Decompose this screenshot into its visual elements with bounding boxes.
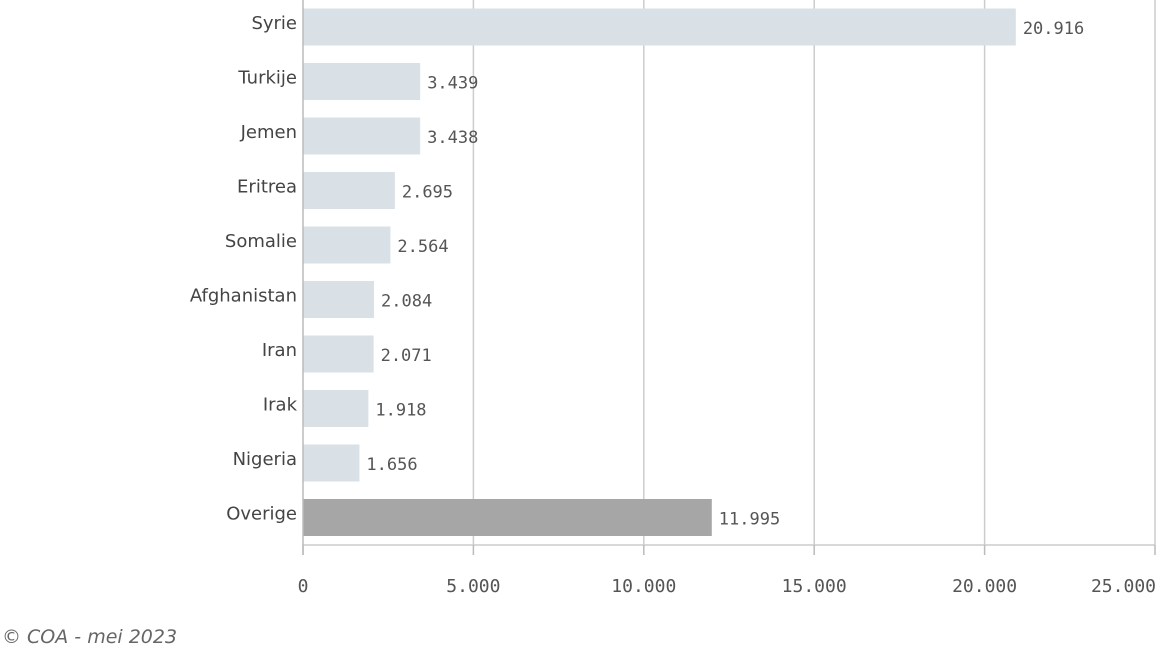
x-tick-label: 20.000 [952, 576, 1017, 597]
value-label: 2.084 [381, 292, 432, 312]
bar [303, 117, 421, 155]
x-axis: 0 5.000 10.000 15.000 20.000 25.000 [298, 0, 1156, 597]
value-labels: 20.916 3.439 3.438 2.695 2.564 2.084 2.071 1.91… [366, 19, 1084, 530]
value-label: 11.995 [719, 510, 780, 530]
grid-lines [472, 0, 1156, 545]
bar [303, 281, 375, 318]
category-label: Irak [263, 395, 298, 416]
source-credit: © COA - mei 2023 [2, 626, 178, 648]
x-tick-label: 15.000 [782, 576, 847, 597]
value-label: 3.438 [427, 128, 478, 148]
category-label: Syrie [251, 13, 297, 34]
category-label: Overige [226, 504, 297, 525]
value-label: 1.656 [366, 455, 417, 475]
bar [303, 63, 421, 100]
value-label: 2.071 [381, 346, 432, 366]
x-tick-label: 0 [298, 576, 309, 597]
x-tick-label: 25.000 [1091, 576, 1156, 597]
bar [303, 8, 1016, 46]
x-tick-label: 5.000 [446, 576, 500, 597]
category-label: Eritrea [237, 177, 297, 198]
bar [303, 172, 395, 209]
bar [303, 226, 391, 264]
value-label: 2.564 [397, 237, 448, 257]
bar [303, 444, 360, 482]
category-label: Turkije [237, 68, 297, 89]
bar [303, 335, 374, 373]
bar [303, 390, 369, 427]
category-label: Nigeria [233, 449, 297, 470]
value-label: 20.916 [1023, 19, 1084, 39]
bar [303, 499, 712, 536]
value-label: 2.695 [402, 183, 453, 203]
bars [303, 8, 1016, 536]
category-label: Afghanistan [190, 286, 297, 307]
category-label: Iran [262, 340, 297, 361]
x-tick-label: 10.000 [611, 576, 676, 597]
category-labels: Syrie Turkije Jemen Eritrea Somalie Afghanist… [190, 13, 298, 525]
bar-chart: Syrie Turkije Jemen Eritrea Somalie Afghanist… [190, 0, 1156, 597]
category-label: Somalie [225, 231, 297, 252]
value-label: 1.918 [375, 401, 426, 421]
value-label: 3.439 [427, 74, 478, 94]
category-label: Jemen [240, 122, 297, 143]
